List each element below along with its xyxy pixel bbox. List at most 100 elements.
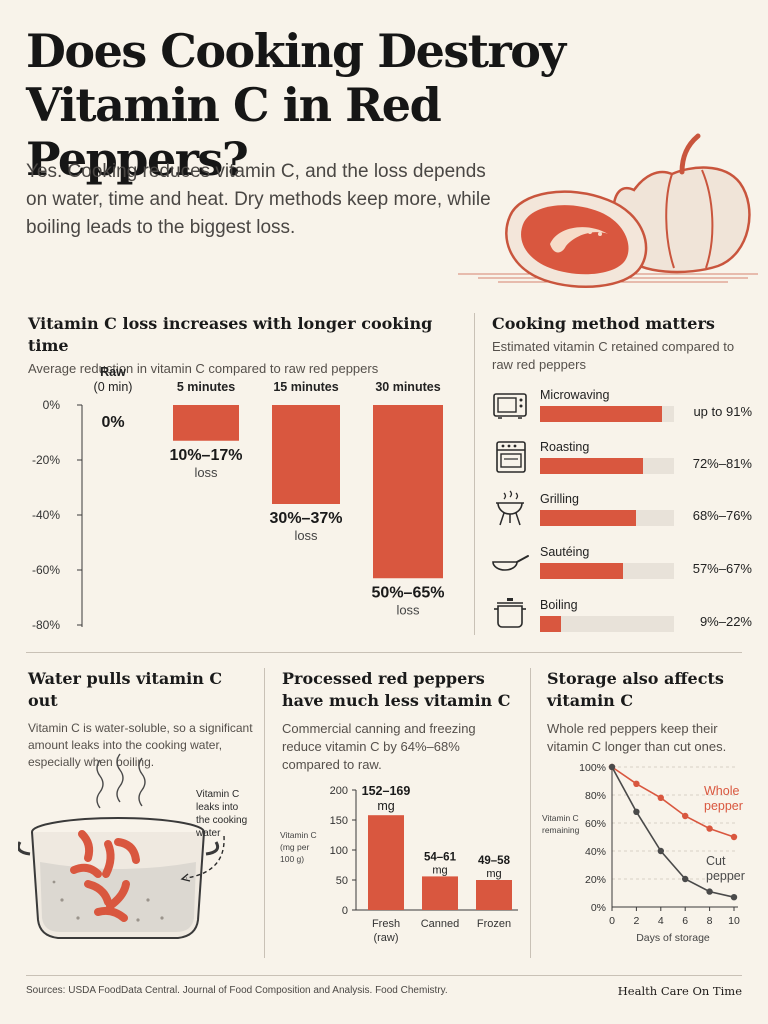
processed-title: Processed red peppers have much less vit… bbox=[282, 669, 511, 710]
x-tick-label: 0 bbox=[609, 915, 615, 927]
retention-bar-fill bbox=[540, 563, 624, 579]
method-label: Roasting bbox=[540, 440, 590, 454]
oven-icon bbox=[496, 441, 526, 473]
method-label: Boiling bbox=[540, 598, 578, 612]
data-point bbox=[633, 780, 640, 787]
y-tick-label: 80% bbox=[585, 790, 606, 802]
retention-bar-fill bbox=[540, 406, 662, 422]
methods-subtitle: Estimated vitamin C retained compared to… bbox=[492, 339, 735, 372]
column-divider bbox=[474, 313, 475, 635]
microwave-icon bbox=[493, 393, 527, 419]
brand-name: Health Care On Time bbox=[617, 984, 742, 998]
y-tick-label: -40% bbox=[32, 508, 60, 522]
bar-value-unit: mg bbox=[432, 864, 447, 876]
bar-value-label: 10%–17% bbox=[170, 447, 243, 464]
category-label: Raw bbox=[100, 365, 126, 379]
series-label: Whole bbox=[704, 784, 739, 798]
retention-bar-track bbox=[540, 563, 674, 579]
red-pepper-illustration bbox=[458, 133, 758, 288]
method-value: 9%–22% bbox=[699, 614, 752, 629]
loss-label: loss bbox=[396, 602, 420, 617]
retention-bar-track bbox=[540, 510, 674, 526]
data-point bbox=[706, 825, 713, 832]
method-label: Grilling bbox=[540, 492, 579, 506]
pan-icon bbox=[492, 555, 529, 571]
y-tick-label: -80% bbox=[32, 618, 60, 632]
loss-bar bbox=[272, 405, 340, 504]
vitamin-c-bar bbox=[368, 815, 404, 910]
bar-value-label: 152–169 bbox=[362, 784, 411, 798]
category-label: 15 minutes bbox=[273, 380, 338, 394]
method-value: 57%–67% bbox=[692, 561, 752, 576]
y-tick-label: 150 bbox=[330, 815, 348, 827]
x-axis-label: Days of storage bbox=[636, 932, 710, 944]
y-tick-label: -20% bbox=[32, 453, 60, 467]
methods-list: Microwaving up to 91% Roasting 72%–81% G… bbox=[488, 385, 758, 635]
y-axis-label: Vitamin C bbox=[280, 830, 317, 840]
bar-value-label: 49–58 bbox=[478, 855, 511, 867]
method-row-microwaving: Microwaving up to 91% bbox=[488, 385, 758, 431]
footer-divider bbox=[26, 975, 742, 976]
pot-icon bbox=[494, 598, 526, 628]
method-label: Sautéing bbox=[540, 545, 590, 559]
processed-text: Commercial canning and freezing reduce v… bbox=[282, 721, 476, 772]
category-label: Frozen bbox=[477, 918, 511, 930]
bar-value-label: 30%–37% bbox=[270, 510, 343, 527]
water-callout-line: water bbox=[195, 828, 221, 839]
water-callout-line: the cooking bbox=[196, 815, 247, 826]
processed-peppers-chart: 0 50 100 150 200 Vitamin C (mg per 100 g) 152–16… bbox=[280, 784, 518, 944]
x-tick-label: 2 bbox=[633, 915, 639, 927]
retention-bar-track bbox=[540, 458, 674, 474]
x-tick-label: 8 bbox=[707, 915, 713, 927]
y-axis-label: remaining bbox=[542, 825, 580, 835]
y-tick-label: 0 bbox=[342, 905, 348, 917]
data-point bbox=[633, 808, 640, 815]
vitamin-c-bar bbox=[422, 876, 458, 910]
bar-value-unit: mg bbox=[486, 868, 501, 880]
x-tick-label: 6 bbox=[682, 915, 688, 927]
series-line bbox=[611, 766, 735, 898]
methods-title: Cooking method matters bbox=[492, 314, 715, 333]
column-divider bbox=[530, 668, 531, 958]
data-point bbox=[706, 888, 713, 895]
retention-bar-track bbox=[540, 616, 674, 632]
category-label: Canned bbox=[421, 918, 460, 930]
grill-icon bbox=[496, 490, 524, 526]
vitamin-c-bar bbox=[476, 880, 512, 910]
method-label: Microwaving bbox=[540, 388, 610, 402]
y-tick-label: 0% bbox=[591, 902, 606, 914]
category-label: (0 min) bbox=[94, 380, 133, 394]
storage-chart: 0% 20% 40% 60% 80% 100% 0 2 4 6 8 10 Days of storage… bbox=[542, 762, 745, 944]
y-tick-label: -60% bbox=[32, 563, 60, 577]
loss-label: loss bbox=[294, 528, 318, 543]
y-tick-label: 20% bbox=[585, 874, 606, 886]
method-value: 68%–76% bbox=[692, 508, 752, 523]
series-line bbox=[611, 766, 735, 838]
bar-value-label: 50%–65% bbox=[372, 584, 445, 601]
method-row-boiling: Boiling 9%–22% bbox=[488, 595, 758, 641]
time-chart-title: Vitamin C loss increases with longer coo… bbox=[28, 314, 433, 355]
series-label: pepper bbox=[706, 869, 745, 883]
data-point bbox=[608, 763, 616, 771]
retention-bar-fill bbox=[540, 458, 643, 474]
bar-value-unit: mg bbox=[377, 799, 394, 813]
time-chart-subtitle: Average reduction in vitamin C compared … bbox=[28, 361, 379, 376]
retention-bar-track bbox=[540, 406, 674, 422]
method-row-grilling: Grilling 68%–76% bbox=[488, 489, 758, 535]
water-title: Water pulls vitamin C out bbox=[28, 669, 223, 710]
series-label: pepper bbox=[704, 799, 743, 813]
series-label: Cut bbox=[706, 854, 726, 868]
y-axis-label: 100 g) bbox=[280, 854, 304, 864]
loss-label: loss bbox=[194, 465, 218, 480]
loss-bar bbox=[373, 405, 443, 579]
category-label: (raw) bbox=[373, 932, 398, 944]
data-point bbox=[682, 812, 689, 820]
bar-value-label: 0% bbox=[101, 414, 124, 431]
page-title: Does Cooking Destroy Vitamin C in Red Pe… bbox=[26, 24, 566, 186]
y-tick-label: 50 bbox=[336, 875, 348, 887]
y-axis-label: (mg per bbox=[280, 842, 309, 852]
y-tick-label: 200 bbox=[330, 785, 348, 797]
x-tick-label: 10 bbox=[728, 915, 740, 927]
water-callout-line: leaks into bbox=[196, 802, 239, 813]
section-divider bbox=[26, 652, 742, 653]
